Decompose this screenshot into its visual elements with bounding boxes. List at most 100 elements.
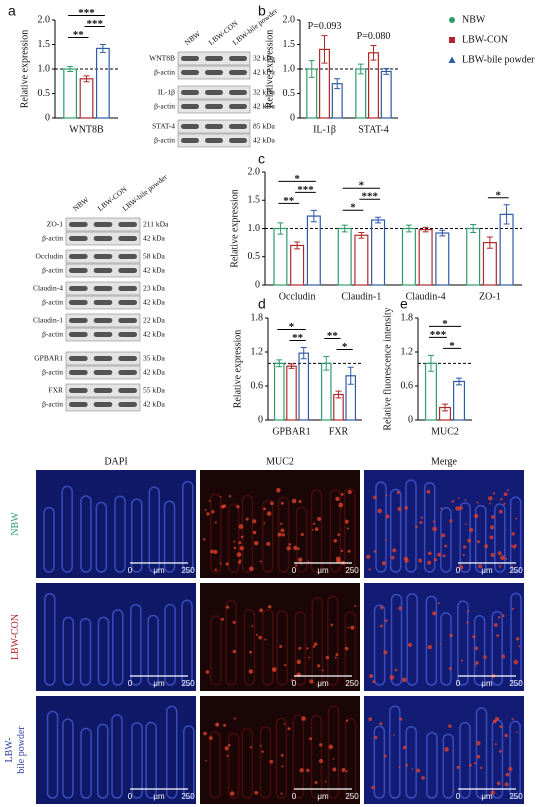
mucin-spot xyxy=(205,759,208,762)
mucin-spot xyxy=(259,608,263,613)
mucin-spot xyxy=(214,568,217,571)
villus xyxy=(145,721,157,799)
mucin-spot xyxy=(225,562,229,566)
mucin-spot xyxy=(496,634,499,638)
villus xyxy=(80,727,92,799)
mucin-spot xyxy=(385,514,390,519)
x-tick-label: STAT-4 xyxy=(358,124,389,135)
mucin-spot xyxy=(368,717,373,722)
blot-band xyxy=(69,254,88,259)
bar xyxy=(95,47,110,119)
mucin-spot xyxy=(449,633,453,638)
blot-size: 42 kDa xyxy=(143,400,166,409)
bar xyxy=(354,234,369,286)
mucin-spot xyxy=(254,540,259,546)
mucin-spot xyxy=(249,650,252,654)
villus xyxy=(491,610,503,686)
micrograph: 0 μm 250 xyxy=(200,696,360,804)
micrograph-column-label: Merge xyxy=(431,456,457,467)
mucin-spot xyxy=(300,532,304,537)
mucin-spot xyxy=(402,677,407,683)
villus xyxy=(227,503,240,573)
bar xyxy=(273,362,285,421)
mucin-spot xyxy=(472,635,476,639)
blot-protein: β-actin xyxy=(154,68,175,77)
mucin-spot xyxy=(503,492,508,497)
blot-size: 211 kDa xyxy=(143,220,169,229)
villus xyxy=(262,609,274,686)
blot-band xyxy=(93,356,113,361)
blot-band xyxy=(69,300,88,305)
villus xyxy=(163,500,176,573)
micrograph-background xyxy=(36,583,196,691)
scale-bar-unit: μm xyxy=(481,566,493,575)
micrograph-row-label: LBW-bile powder xyxy=(4,726,27,774)
villus xyxy=(329,489,342,573)
y-tick-label: 0 xyxy=(45,112,50,123)
mucin-spot xyxy=(321,669,324,672)
y-tick-label: 0 xyxy=(290,112,295,123)
villus xyxy=(275,717,288,799)
mucin-spot xyxy=(280,522,283,525)
mucin-spot xyxy=(432,526,437,532)
blot-band xyxy=(118,300,137,305)
mucin-spot xyxy=(317,516,322,521)
mucin-spot xyxy=(511,565,514,568)
villus xyxy=(425,595,438,686)
mucin-spot xyxy=(455,506,460,511)
mucin-spot xyxy=(258,635,262,640)
x-tick-label: Claudin-1 xyxy=(341,291,381,302)
villus xyxy=(131,722,143,799)
y-tick-label: 2.0 xyxy=(248,166,261,177)
mucin-spot xyxy=(281,533,285,537)
villus xyxy=(344,717,357,799)
villus xyxy=(459,721,471,799)
villus xyxy=(227,732,240,799)
significance-label: ** xyxy=(292,332,304,344)
bar xyxy=(368,52,380,119)
mucin-spot xyxy=(249,746,253,749)
blot-band xyxy=(69,286,88,291)
error-bar xyxy=(439,229,446,237)
blot-protein: FXR xyxy=(48,386,63,395)
mucin-spot xyxy=(332,758,335,760)
scale-bar-end: 250 xyxy=(181,566,195,575)
blot-protein: Claudin-1 xyxy=(33,316,63,325)
error-bar xyxy=(288,363,295,369)
mucin-spot xyxy=(389,675,395,680)
scale-bar-start: 0 xyxy=(128,566,133,575)
villus xyxy=(440,612,452,686)
mucin-spot xyxy=(456,765,460,769)
mucin-spot xyxy=(427,551,432,556)
blot-column-label: NBW xyxy=(183,28,203,46)
mucin-spot xyxy=(219,562,222,565)
villus xyxy=(390,593,403,686)
mucin-spot xyxy=(474,661,479,665)
mucin-spot xyxy=(269,759,274,764)
scale-bar-end: 250 xyxy=(509,566,523,575)
mucin-spot xyxy=(492,492,496,495)
blot-band xyxy=(118,318,137,323)
scale-bar-unit: μm xyxy=(153,792,165,801)
blot-band xyxy=(118,222,137,227)
mucin-spot xyxy=(418,558,423,563)
mucin-spot xyxy=(484,544,489,549)
villus xyxy=(261,499,274,573)
mucin-spot xyxy=(203,538,206,541)
mucin-spot xyxy=(397,506,402,512)
mucin-spot xyxy=(345,719,349,722)
villus xyxy=(295,506,308,573)
mucin-spot xyxy=(377,508,383,514)
mucin-spot xyxy=(291,498,297,504)
mucin-spot xyxy=(498,565,502,568)
micrograph-background xyxy=(36,696,196,804)
mucin-spot xyxy=(296,659,302,665)
mucin-spot xyxy=(233,546,237,550)
mucin-spot xyxy=(383,650,388,655)
blot-band xyxy=(205,90,223,95)
scale-bar-end: 250 xyxy=(509,679,523,688)
mucin-spot xyxy=(309,737,313,741)
mucin-spot xyxy=(369,674,374,678)
bar xyxy=(453,380,466,421)
blot-band xyxy=(118,402,137,407)
